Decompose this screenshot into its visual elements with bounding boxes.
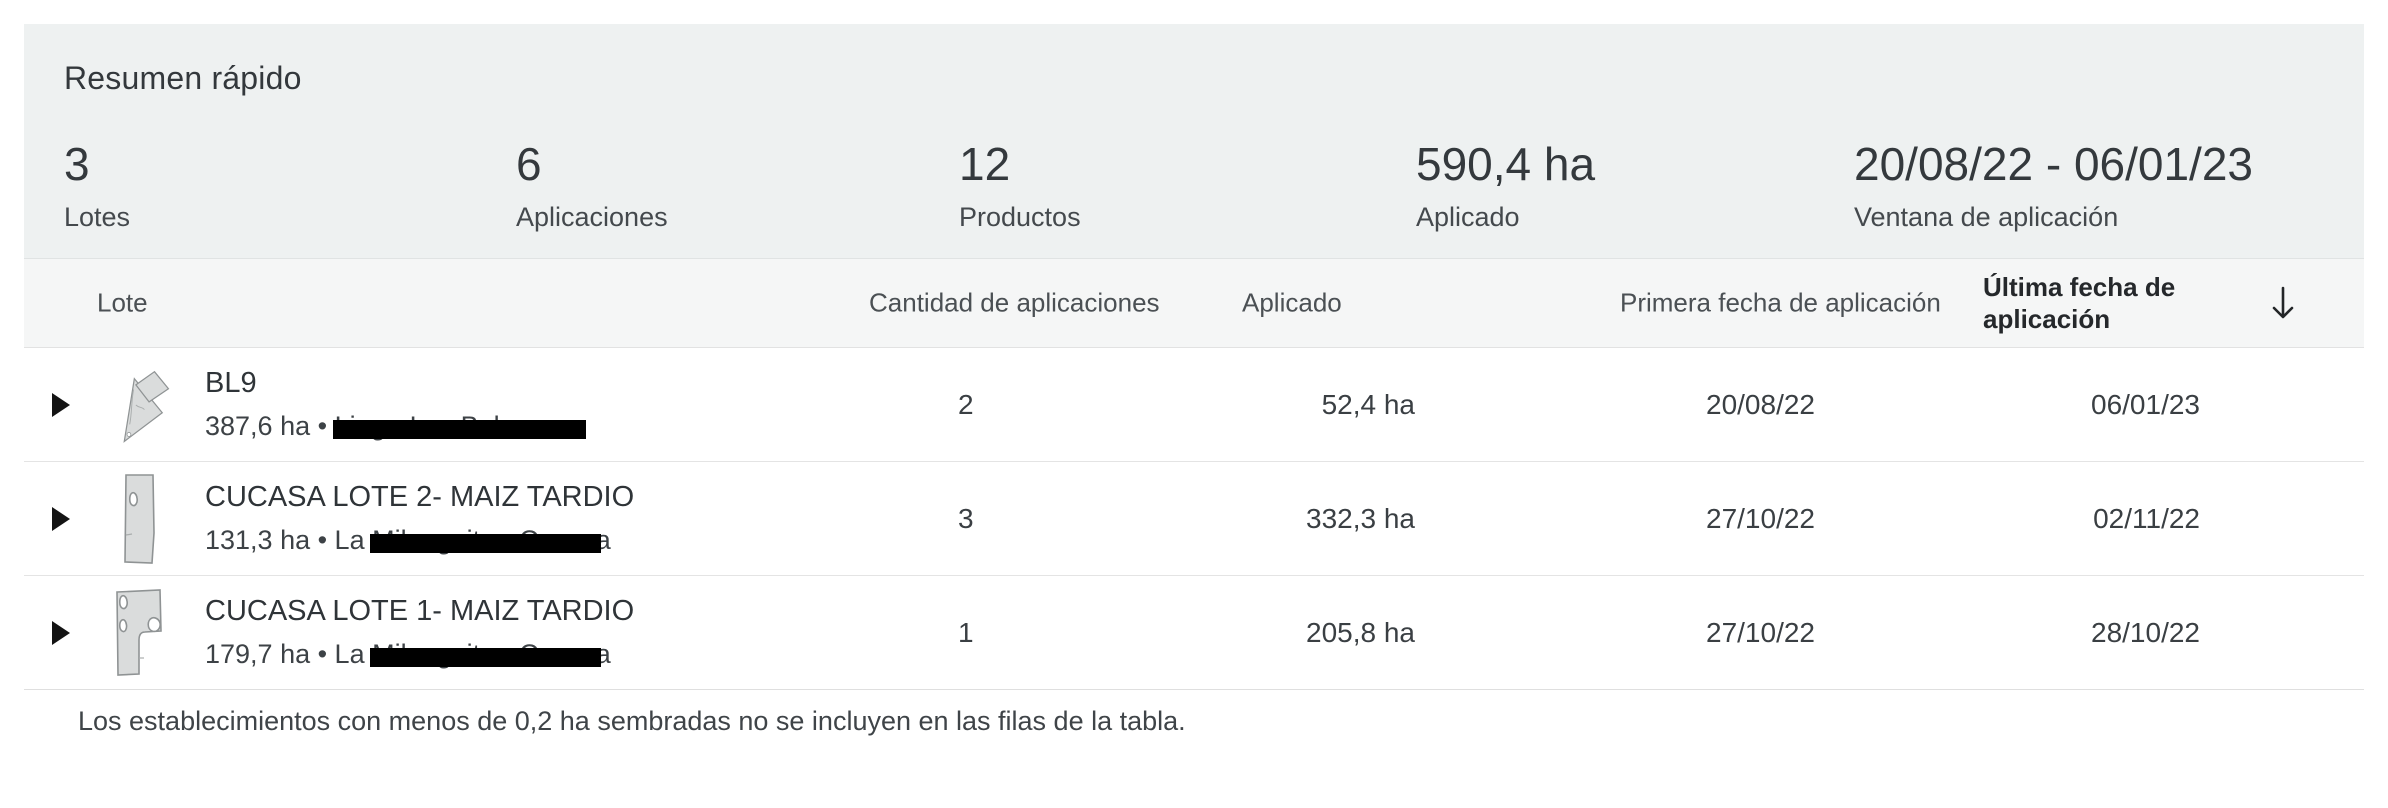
stat-aplicado: 590,4 ha Aplicado xyxy=(1416,141,1854,233)
column-header-ultima[interactable]: Última fecha de aplicación xyxy=(1983,272,2176,334)
cell-cantidad: 1 xyxy=(958,616,974,648)
cell-ultima-fecha: 06/01/23 xyxy=(2091,388,2200,420)
column-header-lote[interactable]: Lote xyxy=(97,287,148,318)
table-header: Lote Cantidad de aplicaciones Aplicado P… xyxy=(24,258,2364,348)
cell-cantidad: 3 xyxy=(958,502,974,534)
expand-caret-icon[interactable] xyxy=(24,392,84,418)
lote-meta: 131,3 ha • La Milonguita - Cucasa xyxy=(205,525,870,556)
expand-caret-icon[interactable] xyxy=(24,620,84,646)
table-row[interactable]: BL9 387,6 ha • Liag - Las Balas 2 52,4 h… xyxy=(24,348,2364,462)
cell-aplicado: 332,3 ha xyxy=(1306,502,1415,534)
summary-section: Resumen rápido 3 Lotes 6 Aplicaciones 12… xyxy=(24,24,2364,258)
quick-summary-card: Resumen rápido 3 Lotes 6 Aplicaciones 12… xyxy=(24,24,2364,690)
expand-caret-icon[interactable] xyxy=(24,506,84,532)
lote-name: CUCASA LOTE 2- MAIZ TARDIO xyxy=(205,481,635,513)
lote-info: BL9 387,6 ha • Liag - Las Balas xyxy=(194,367,870,442)
redacted-establishment-name: Milonguita - Cucas xyxy=(372,525,596,555)
lote-name: CUCASA LOTE 1- MAIZ TARDIO xyxy=(205,595,635,627)
field-shape-icon xyxy=(84,588,194,678)
stat-label: Ventana de aplicación xyxy=(1854,202,2119,232)
column-header-aplicado[interactable]: Aplicado xyxy=(1242,287,1342,318)
field-shape-icon xyxy=(84,357,194,453)
lote-name: BL9 xyxy=(205,367,257,399)
stat-lotes: 3 Lotes xyxy=(64,141,516,233)
stat-value: 3 xyxy=(64,138,90,190)
lote-area: 131,3 ha • La xyxy=(205,525,373,555)
stat-label: Productos xyxy=(959,202,1081,232)
table-row[interactable]: CUCASA LOTE 2- MAIZ TARDIO 131,3 ha • La… xyxy=(24,462,2364,576)
cell-primera-fecha: 20/08/22 xyxy=(1706,388,1815,420)
column-header-primera[interactable]: Primera fecha de aplicación xyxy=(1620,287,1941,318)
cell-primera-fecha: 27/10/22 xyxy=(1706,616,1815,648)
redacted-establishment-name: Milonguita - Cucas xyxy=(372,639,596,669)
cell-aplicado: 52,4 ha xyxy=(1321,388,1415,420)
cell-primera-fecha: 27/10/22 xyxy=(1706,502,1815,534)
lote-meta: 387,6 ha • Liag - Las Balas xyxy=(205,411,870,442)
stat-value: 590,4 ha xyxy=(1416,138,1596,190)
stat-value: 6 xyxy=(516,138,542,190)
cell-cantidad: 2 xyxy=(958,388,974,420)
summary-stats: 3 Lotes 6 Aplicaciones 12 Productos 590,… xyxy=(64,141,2324,233)
redacted-establishment-name: Liag - Las Balas xyxy=(334,411,529,441)
stat-productos: 12 Productos xyxy=(959,141,1416,233)
cell-ultima-fecha: 28/10/22 xyxy=(2091,616,2200,648)
lote-area: 387,6 ha • xyxy=(205,411,335,441)
stat-label: Lotes xyxy=(64,202,131,232)
lote-meta: 179,7 ha • La Milonguita - Cucasa xyxy=(205,639,870,670)
field-shape-icon xyxy=(84,473,194,565)
stat-label: Aplicado xyxy=(1416,202,1520,232)
sort-arrow-down-icon[interactable] xyxy=(2268,283,2298,323)
cell-aplicado: 205,8 ha xyxy=(1306,616,1415,648)
stat-label: Aplicaciones xyxy=(516,202,668,232)
page-title: Resumen rápido xyxy=(64,60,302,96)
lote-info: CUCASA LOTE 2- MAIZ TARDIO 131,3 ha • La… xyxy=(194,481,870,556)
lote-area: 179,7 ha • La xyxy=(205,639,373,669)
cell-ultima-fecha: 02/11/22 xyxy=(2093,502,2200,534)
table-footnote: Los establecimientos con menos de 0,2 ha… xyxy=(78,706,1186,736)
table-row[interactable]: CUCASA LOTE 1- MAIZ TARDIO 179,7 ha • La… xyxy=(24,576,2364,690)
stat-ventana: 20/08/22 - 06/01/23 Ventana de aplicació… xyxy=(1854,141,2324,233)
stat-value: 12 xyxy=(959,138,1011,190)
stat-value: 20/08/22 - 06/01/23 xyxy=(1854,138,2253,190)
lote-info: CUCASA LOTE 1- MAIZ TARDIO 179,7 ha • La… xyxy=(194,595,870,670)
column-header-cantidad[interactable]: Cantidad de aplicaciones xyxy=(869,287,1160,318)
stat-aplicaciones: 6 Aplicaciones xyxy=(516,141,959,233)
